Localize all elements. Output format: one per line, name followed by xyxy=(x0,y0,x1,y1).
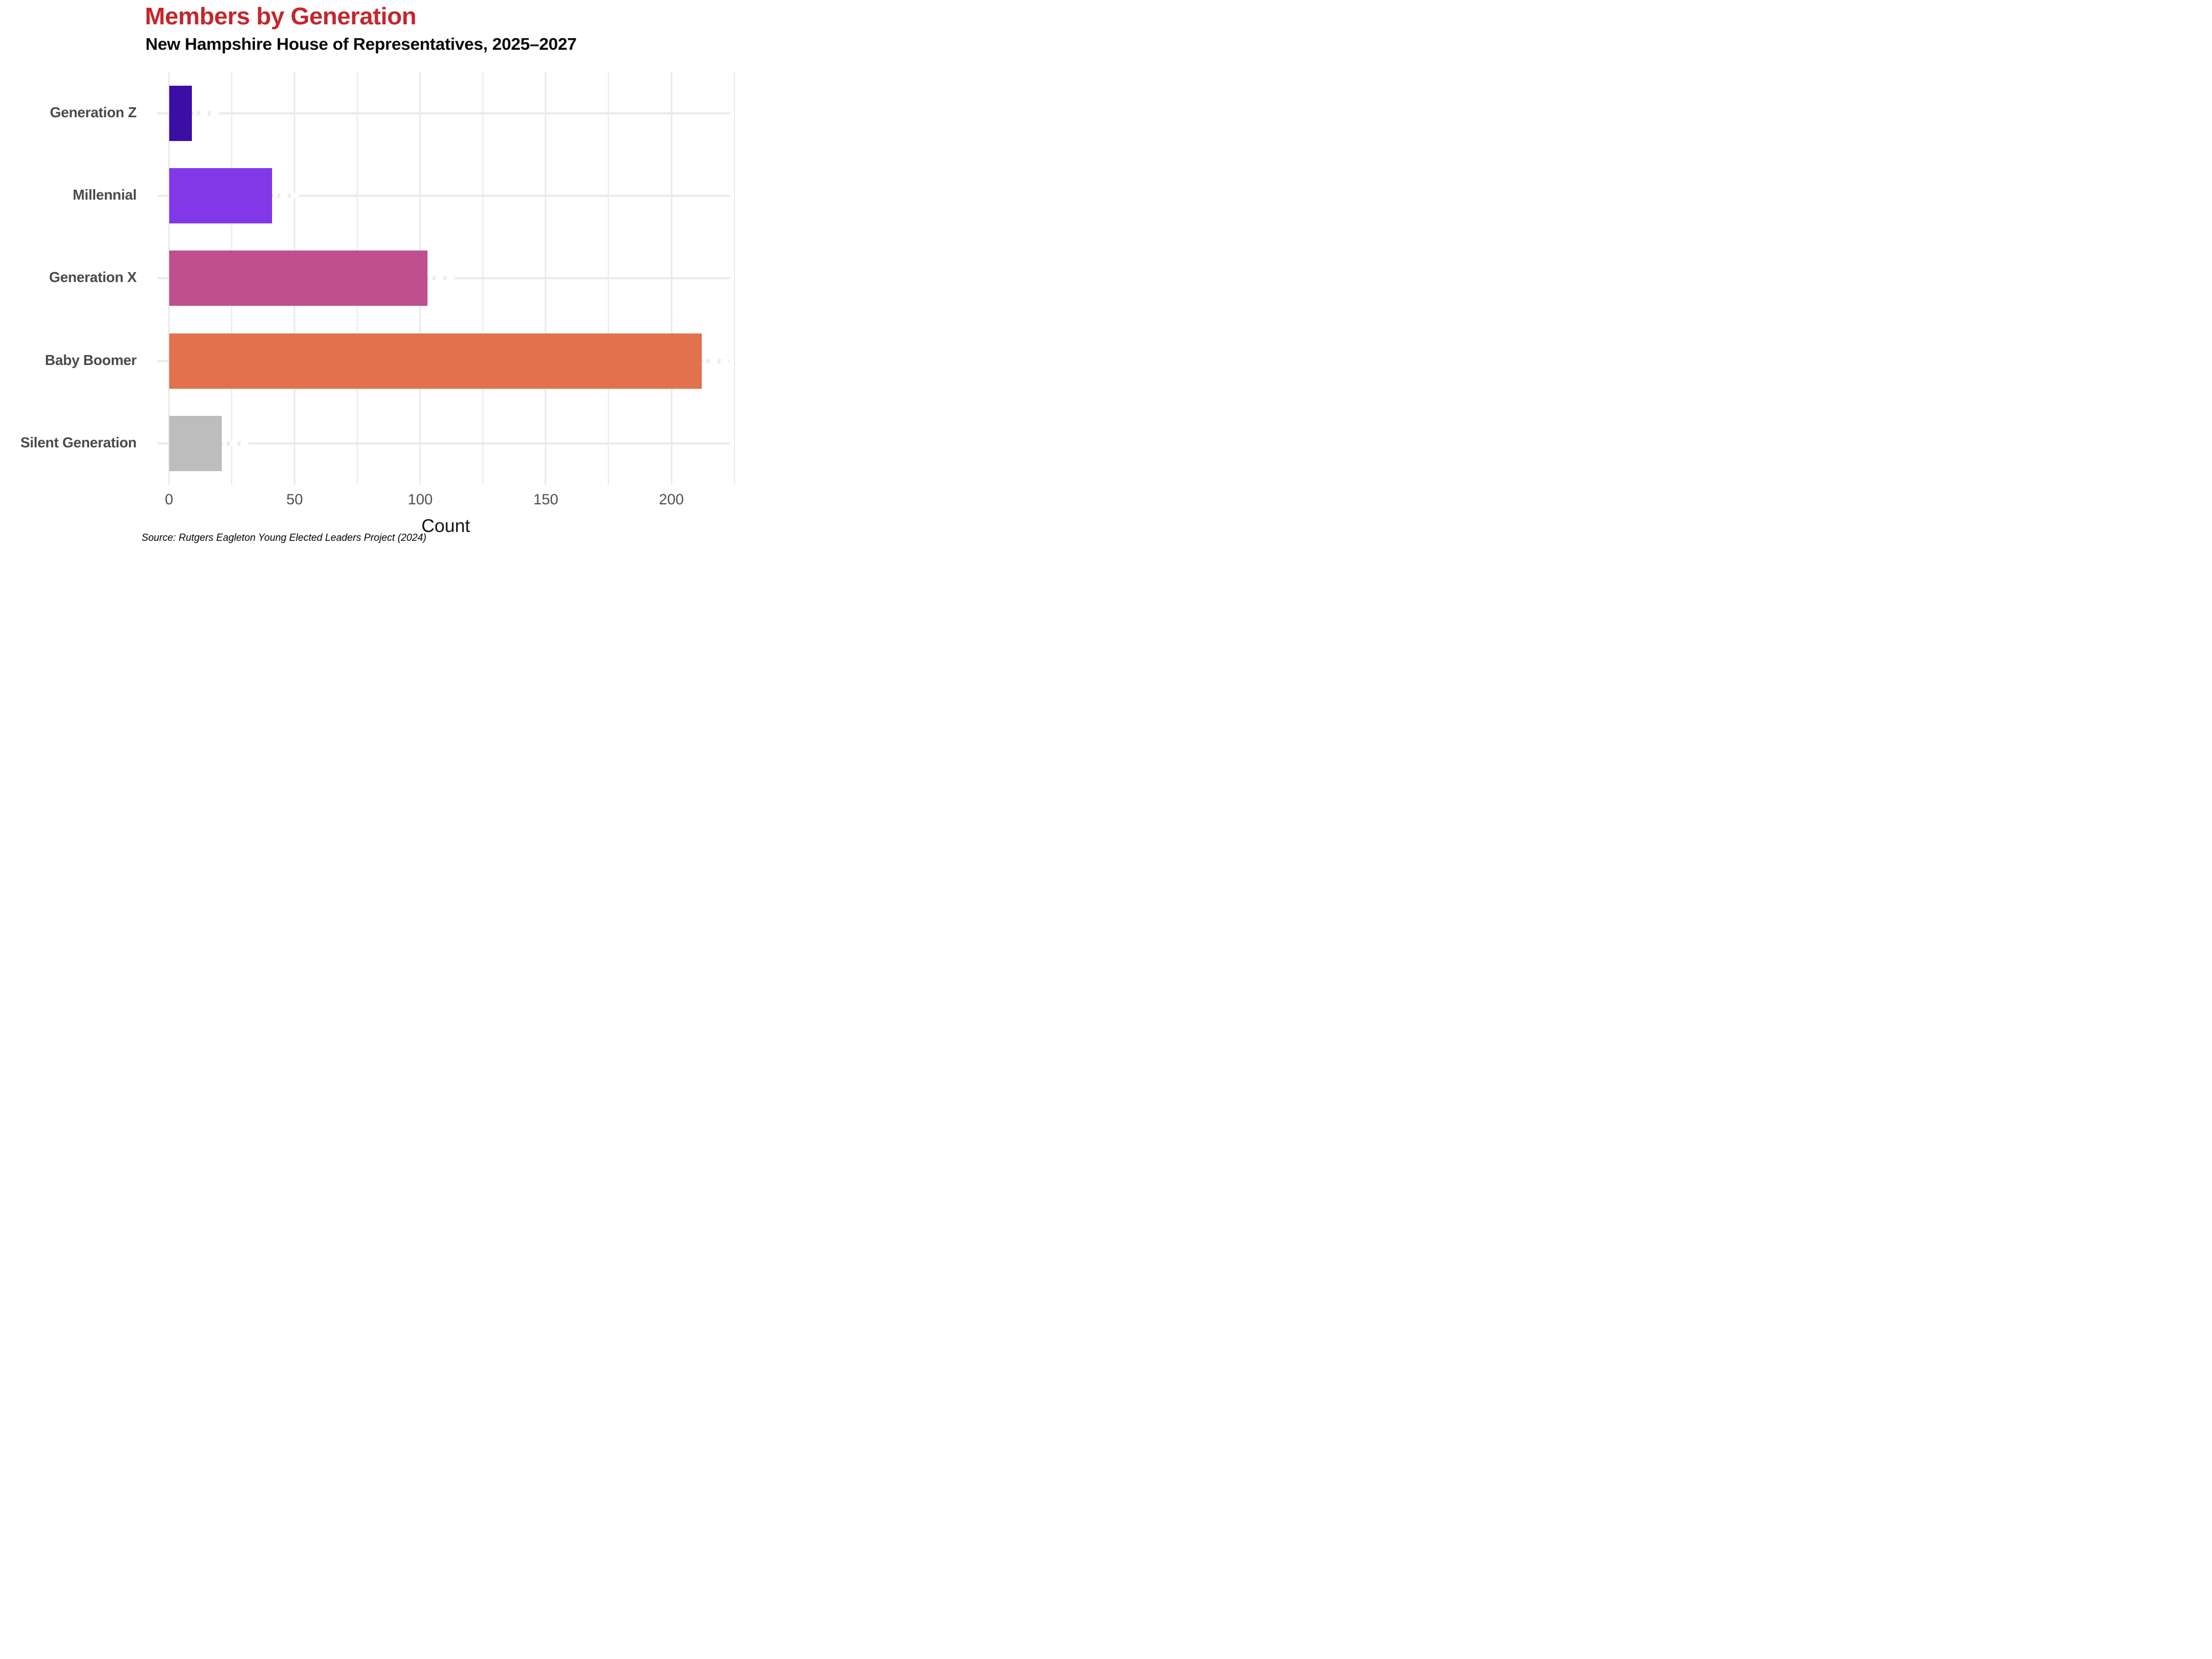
category-label-baby-boomer: Baby Boomer xyxy=(45,351,137,368)
category-label-generation-x: Generation X xyxy=(49,269,137,286)
x-tick-label-50: 50 xyxy=(286,491,303,508)
bar-generation-x xyxy=(169,251,428,306)
chart-subtitle: New Hampshire House of Representatives, … xyxy=(145,34,577,54)
gridline-sketch-gap xyxy=(273,194,299,198)
horizontal-gridline xyxy=(158,112,730,114)
plot-panel xyxy=(158,72,735,485)
bar-baby-boomer xyxy=(169,333,702,389)
bar-millennial xyxy=(169,168,272,223)
minor-vertical-gridline xyxy=(733,72,735,485)
x-axis-title: Count xyxy=(421,515,471,536)
chart-title: Members by Generation xyxy=(145,3,416,30)
horizontal-gridline xyxy=(158,442,730,445)
gridline-sketch-gap xyxy=(703,358,729,363)
source-note: Source: Rutgers Eagleton Young Elected L… xyxy=(142,532,426,543)
category-label-millennial: Millennial xyxy=(72,186,137,203)
category-label-generation-z: Generation Z xyxy=(50,103,137,121)
gridline-sketch-gap xyxy=(223,441,249,446)
chart-canvas: Members by Generation New Hampshire Hous… xyxy=(0,0,737,553)
horizontal-gridline xyxy=(158,195,730,197)
x-tick-label-0: 0 xyxy=(165,491,174,508)
bar-generation-z xyxy=(169,85,192,141)
gridline-sketch-gap xyxy=(429,276,455,281)
x-tick-label-150: 150 xyxy=(533,491,559,508)
gridline-sketch-gap xyxy=(193,111,219,116)
x-tick-label-100: 100 xyxy=(408,491,433,508)
bar-silent-generation xyxy=(169,415,222,471)
category-label-silent-generation: Silent Generation xyxy=(20,434,137,451)
x-tick-label-200: 200 xyxy=(659,491,684,508)
